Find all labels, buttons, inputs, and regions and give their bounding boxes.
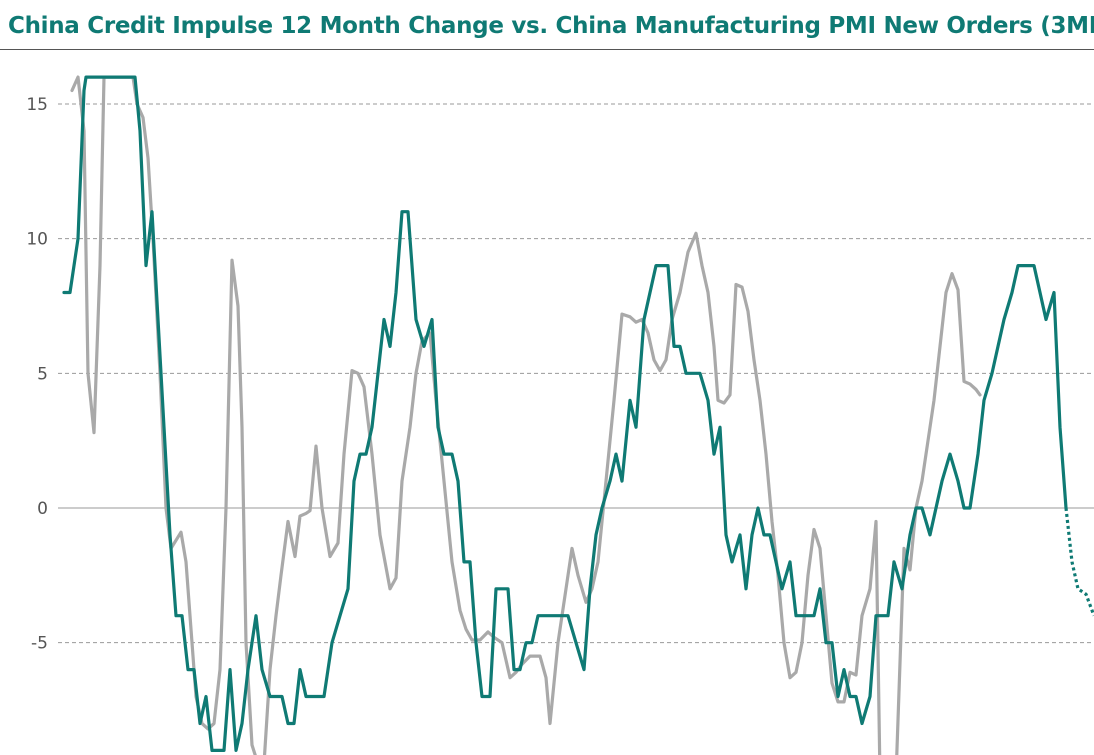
y-tick-label: 0 — [37, 499, 48, 519]
chart-title: China Credit Impulse 12 Month Change vs.… — [8, 13, 1094, 39]
series-lines — [62, 75, 1094, 755]
teal-series-line-projection — [1064, 507, 1094, 617]
gray-series-line — [70, 75, 982, 755]
y-tick-label: -5 — [31, 634, 48, 654]
y-tick-label: 5 — [37, 364, 48, 384]
y-axis-ticks: 15 10 5 0 -5 — [26, 95, 48, 654]
y-tick-label: 10 — [26, 230, 48, 250]
y-tick-label: 15 — [26, 95, 48, 115]
teal-series-line — [62, 75, 1068, 753]
title-divider — [0, 49, 1094, 50]
